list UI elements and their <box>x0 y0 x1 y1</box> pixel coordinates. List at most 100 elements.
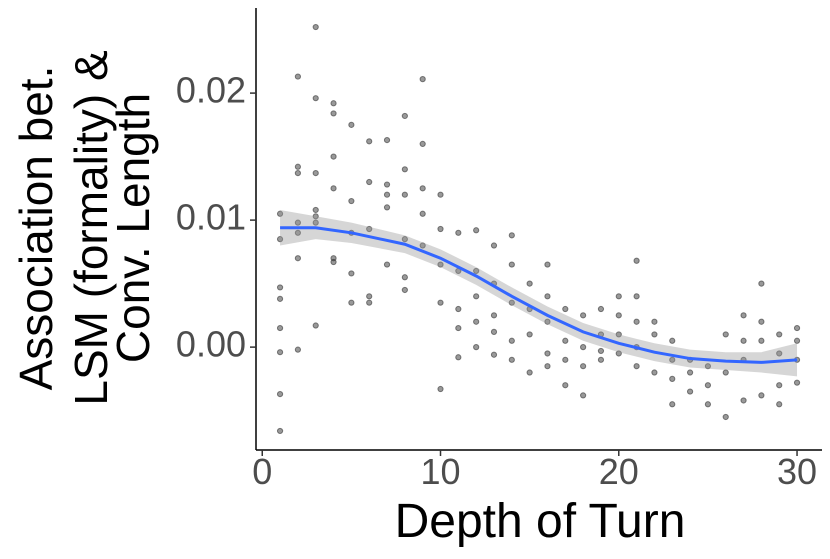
point <box>383 261 391 268</box>
point <box>401 191 408 198</box>
point <box>633 257 640 264</box>
point <box>597 305 605 313</box>
point <box>490 328 498 335</box>
point <box>473 344 480 351</box>
point <box>580 344 587 351</box>
point <box>401 166 408 173</box>
point <box>455 305 462 313</box>
point <box>490 312 498 319</box>
point <box>508 232 515 239</box>
point <box>651 331 658 338</box>
point <box>651 369 658 376</box>
point <box>437 261 444 268</box>
point <box>473 318 480 325</box>
point <box>793 337 801 344</box>
point <box>419 185 426 192</box>
point <box>348 121 355 128</box>
point <box>722 413 729 421</box>
point <box>455 229 462 236</box>
point <box>383 136 391 144</box>
point <box>490 242 498 249</box>
point <box>401 274 408 281</box>
point <box>544 261 551 268</box>
point <box>508 261 515 268</box>
point <box>704 363 712 370</box>
point <box>437 191 444 198</box>
point <box>740 337 747 344</box>
x-tick-label: 30 <box>777 451 817 492</box>
point <box>312 95 319 102</box>
point <box>776 331 783 338</box>
point <box>562 305 569 313</box>
point <box>562 337 569 344</box>
point <box>276 427 284 435</box>
point <box>722 369 729 376</box>
confidence-band <box>280 209 798 377</box>
point <box>758 337 765 344</box>
point <box>276 236 284 243</box>
point <box>330 110 337 117</box>
point <box>276 349 284 356</box>
point <box>437 299 444 306</box>
point <box>633 318 640 325</box>
point <box>669 337 676 344</box>
point <box>276 210 284 217</box>
point <box>419 210 426 217</box>
point <box>330 100 337 107</box>
point <box>615 293 622 300</box>
point <box>366 138 373 145</box>
point <box>366 225 373 233</box>
x-tick-label: 20 <box>599 451 639 492</box>
point <box>312 23 319 31</box>
point <box>473 267 480 275</box>
point <box>580 312 587 319</box>
x-tick-label: 0 <box>252 451 272 492</box>
point <box>615 312 622 319</box>
point <box>383 191 391 198</box>
point <box>526 280 533 287</box>
point <box>526 369 533 376</box>
point <box>686 388 694 395</box>
point <box>437 225 444 233</box>
point <box>294 219 301 226</box>
point <box>758 392 765 399</box>
point <box>722 331 729 338</box>
point <box>615 350 622 357</box>
point <box>686 369 694 376</box>
point <box>348 197 355 205</box>
point <box>294 73 301 80</box>
y-axis-label-line: LSM (formality) & <box>65 50 117 405</box>
point <box>455 354 462 361</box>
point <box>580 392 587 399</box>
point <box>473 227 480 234</box>
x-tick-label: 10 <box>420 451 460 492</box>
point <box>294 229 301 236</box>
point <box>544 293 551 300</box>
point <box>740 397 747 404</box>
point <box>276 284 284 291</box>
point <box>544 318 551 325</box>
point <box>401 286 408 294</box>
point <box>276 391 284 398</box>
point <box>793 324 801 332</box>
fit-line <box>280 226 798 364</box>
point <box>704 382 712 389</box>
y-tick-label: 0.02 <box>176 70 246 111</box>
point <box>276 324 284 332</box>
point <box>419 140 426 148</box>
point <box>669 401 676 408</box>
point <box>312 170 319 177</box>
point <box>740 312 747 319</box>
point <box>473 293 480 300</box>
y-tick-label: 0.01 <box>176 197 246 238</box>
point <box>312 213 319 220</box>
point <box>312 206 319 214</box>
point <box>597 356 605 363</box>
point <box>758 318 765 325</box>
point <box>366 178 373 186</box>
point <box>776 401 783 408</box>
point <box>776 382 783 389</box>
point <box>294 163 301 170</box>
point <box>366 293 373 300</box>
